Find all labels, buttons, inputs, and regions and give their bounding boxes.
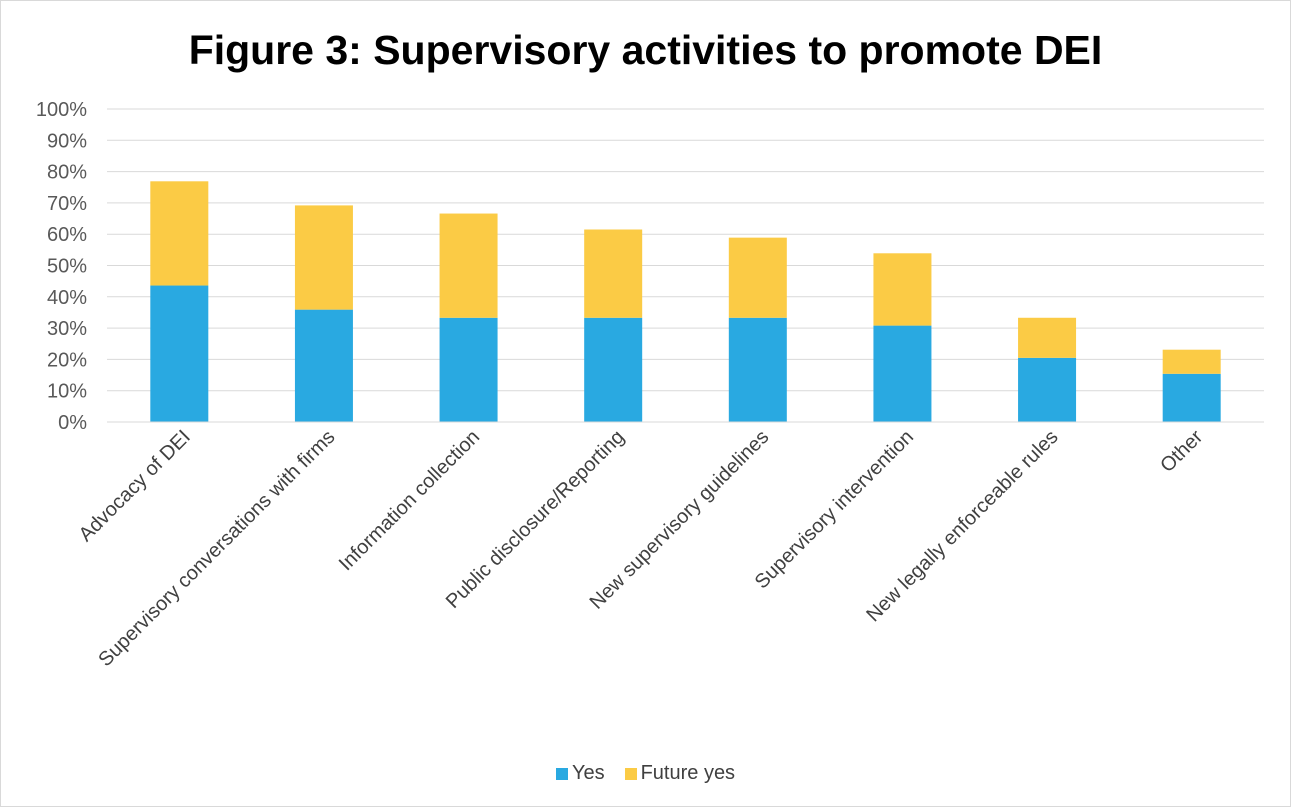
bar-yes	[294, 309, 353, 422]
bar-future-yes	[873, 253, 932, 326]
legend-swatch-future-yes	[624, 767, 637, 780]
bar-future-yes	[1162, 349, 1221, 374]
x-tick-label: Supervisory conversations with firms	[94, 426, 339, 671]
bar-future-yes	[1018, 317, 1077, 358]
y-tick-label: 10%	[47, 381, 87, 403]
y-tick-label: 80%	[47, 162, 87, 184]
chart-plot: 0% 10% 20% 30% 40% 50% 60% 70% 80% 90% 100% Advocac…	[36, 99, 1264, 671]
bar-yes	[1018, 357, 1077, 422]
bar-future-yes	[728, 237, 787, 318]
bar-future-yes	[439, 213, 498, 318]
y-tick-label: 0%	[58, 412, 87, 434]
bar-yes	[439, 317, 498, 422]
chart-title: Figure 3: Supervisory activities to prom…	[188, 27, 1103, 73]
x-tick-label: Information collection	[335, 426, 484, 575]
bar-yes	[728, 317, 787, 422]
bar-future-yes	[150, 181, 209, 286]
bar-yes	[150, 285, 209, 422]
y-tick-label: 60%	[47, 224, 87, 246]
y-tick-label: 50%	[47, 256, 87, 278]
legend-item-future-yes: Future yes	[624, 762, 736, 785]
y-tick-label: 30%	[47, 318, 87, 340]
bar-yes	[1162, 373, 1221, 422]
y-tick-label: 20%	[47, 349, 87, 371]
y-tick-label: 40%	[47, 287, 87, 309]
y-tick-label: 90%	[47, 130, 87, 152]
x-tick-label: Other	[1156, 426, 1207, 477]
legend-label-future-yes: Future yes	[640, 762, 736, 784]
bar-yes	[584, 317, 643, 422]
legend: Yes Future yes	[0, 762, 1291, 785]
bar-future-yes	[584, 229, 643, 318]
x-tick-label: Supervisory intervention	[751, 426, 918, 593]
y-tick-label: 100%	[36, 99, 87, 121]
legend-label-yes: Yes	[571, 762, 605, 784]
x-tick-label: Advocacy of DEI	[75, 426, 195, 546]
y-tick-label: 70%	[47, 193, 87, 215]
legend-swatch-yes	[555, 767, 568, 780]
bar-yes	[873, 325, 932, 422]
legend-item-yes: Yes	[555, 762, 605, 785]
bar-future-yes	[294, 205, 353, 310]
